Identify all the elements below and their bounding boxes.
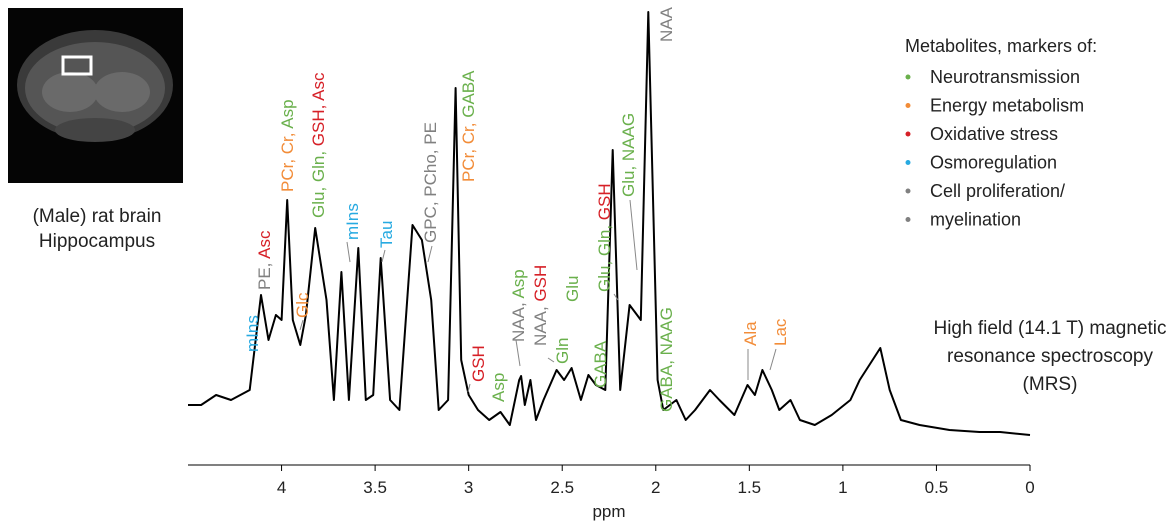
legend-bullet xyxy=(905,74,911,80)
x-tick-label: 0 xyxy=(1025,478,1034,497)
peak-annotation: Gln xyxy=(553,338,572,364)
legend-title: Metabolites, markers of: xyxy=(905,36,1097,56)
peak-annotation: GSH xyxy=(469,345,488,382)
peak-annotation: GABA, NAAG xyxy=(657,307,676,412)
peak-annotation: mIns xyxy=(243,315,262,352)
annotation-part: Asp xyxy=(489,373,508,402)
voxel-box xyxy=(61,55,93,76)
annotation-leader xyxy=(629,199,638,271)
x-tick-label: 3 xyxy=(464,478,473,497)
peak-annotation: Glu xyxy=(563,276,582,302)
annotation-leader xyxy=(346,241,351,263)
peak-annotation: NAA xyxy=(657,6,676,42)
legend-label: myelination xyxy=(930,210,1021,230)
brain-hemisphere xyxy=(42,72,98,112)
annotation-part: Asp xyxy=(509,269,528,298)
annotation-part: GSH xyxy=(469,345,488,382)
peak-annotation: NAA, GSH xyxy=(531,265,550,346)
x-tick-label: 2.5 xyxy=(550,478,574,497)
annotation-part: Glu xyxy=(563,276,582,302)
note: (MRS) xyxy=(1023,374,1078,395)
annotation-part: Asp xyxy=(278,99,297,128)
annotation-part: PE, xyxy=(255,259,274,290)
annotation-leader xyxy=(613,293,619,301)
annotation-part: mIns xyxy=(243,315,262,352)
peak-annotation: Asp xyxy=(489,373,508,402)
inset-caption: Hippocampus xyxy=(39,231,155,252)
peak-annotation: PE, Asc xyxy=(255,230,274,290)
annotation-part: Glu, NAAG xyxy=(619,113,638,197)
annotation-part: Glc xyxy=(293,292,312,318)
peak-annotation: GPC, PCho, PE xyxy=(421,122,440,243)
annotation-part: Glu, Gln, xyxy=(309,146,328,218)
legend-label: Cell proliferation/ xyxy=(930,181,1065,201)
peak-annotation: Ala xyxy=(741,321,760,346)
note: resonance spectroscopy xyxy=(947,346,1153,367)
annotation-part: Asc xyxy=(255,230,274,259)
annotation-part: NAA xyxy=(657,6,676,42)
peak-annotation: PCr, Cr, GABA xyxy=(459,70,478,182)
x-tick-label: 1 xyxy=(838,478,847,497)
peak-annotation: Lac xyxy=(771,318,790,346)
legend-bullet xyxy=(905,160,911,165)
peak-annotation: mIns xyxy=(343,203,362,240)
legend-bullet xyxy=(905,188,911,194)
x-tick-label: 0.5 xyxy=(925,478,949,497)
annotation-part: GPC, PCho, PE xyxy=(421,122,440,243)
legend-bullet xyxy=(905,217,911,222)
annotation-leader xyxy=(427,245,433,263)
x-tick-label: 4 xyxy=(277,478,286,497)
peak-annotation: GABA xyxy=(591,340,610,388)
peak-annotation: Tau xyxy=(377,221,396,248)
annotation-part: GABA xyxy=(459,70,478,118)
spectrum-line xyxy=(188,11,1031,436)
annotation-leader xyxy=(547,357,555,363)
x-axis-label: ppm xyxy=(592,502,625,521)
legend-bullet xyxy=(905,103,911,108)
x-tick-label: 2 xyxy=(651,478,660,497)
annotation-part: NAA, xyxy=(509,299,528,342)
annotation-part: mIns xyxy=(343,203,362,240)
brain-hemisphere xyxy=(94,72,150,112)
annotation-leader xyxy=(769,348,777,371)
legend-label: Energy metabolism xyxy=(930,96,1084,116)
peak-annotation: Glu, Gln, GSH, Asc xyxy=(309,72,328,218)
annotation-part: NAA, xyxy=(531,302,550,346)
annotation-part: Gln xyxy=(553,338,572,364)
annotation-part: Ala xyxy=(741,321,760,346)
peak-annotation: NAA, Asp xyxy=(509,269,528,342)
peak-annotation: Glc xyxy=(293,292,312,318)
legend-label: Osmoregulation xyxy=(930,153,1057,173)
x-tick-label: 3.5 xyxy=(363,478,387,497)
annotation-leader xyxy=(299,319,304,331)
annotation-leader xyxy=(381,249,386,263)
annotation-part: GSH xyxy=(595,183,614,220)
legend-bullet xyxy=(905,131,911,137)
peak-annotation: Glu, Gln, GSH xyxy=(595,183,614,292)
annotation-leader xyxy=(467,383,471,393)
annotation-part: GABA, NAAG xyxy=(657,307,676,412)
annotation-part: PCr, Cr, xyxy=(278,129,297,192)
annotation-part: PCr, Cr, xyxy=(459,118,478,182)
annotation-part: GSH xyxy=(531,265,550,302)
annotation-part: Lac xyxy=(771,318,790,346)
peak-annotation: PCr, Cr, Asp xyxy=(278,99,297,192)
annotation-part: Glu, Gln, xyxy=(595,220,614,292)
x-tick-label: 1.5 xyxy=(738,478,762,497)
legend-label: Oxidative stress xyxy=(930,124,1058,144)
inset-caption: (Male) rat brain xyxy=(33,206,162,227)
inset-image xyxy=(8,8,183,183)
note: High field (14.1 T) magnetic xyxy=(933,318,1166,339)
annotation-part: GSH, Asc xyxy=(309,72,328,146)
brain-base xyxy=(55,118,135,142)
annotation-part: GABA xyxy=(591,340,610,388)
peak-annotation: Glu, NAAG xyxy=(619,113,638,197)
legend-label: Neurotransmission xyxy=(930,67,1080,87)
annotation-part: Tau xyxy=(377,221,396,248)
annotation-leader xyxy=(515,339,521,367)
